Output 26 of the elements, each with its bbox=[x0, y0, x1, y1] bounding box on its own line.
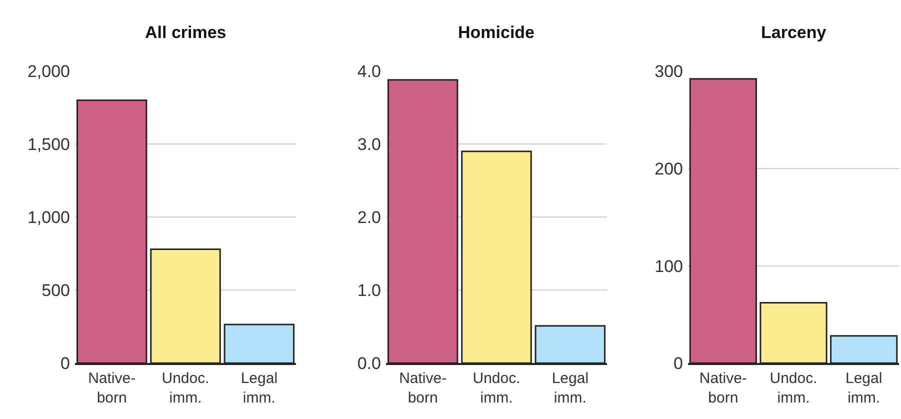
x-tick-label: Native- born bbox=[88, 370, 136, 406]
chart-title: All crimes bbox=[145, 23, 226, 42]
y-tick-label: 4.0 bbox=[357, 62, 381, 82]
x-tick-label: Legal imm. bbox=[552, 370, 589, 406]
x-tick-label: Undoc. imm. bbox=[472, 370, 520, 406]
y-tick-label: 0 bbox=[674, 354, 683, 374]
y-tick-label: 1.0 bbox=[357, 281, 381, 300]
y-tick-label: 100 bbox=[654, 256, 683, 276]
y-tick-label: 2,000 bbox=[27, 62, 70, 82]
y-tick-label: 2.0 bbox=[357, 208, 381, 228]
x-tick-label: Legal imm. bbox=[845, 370, 882, 406]
y-tick-label: 500 bbox=[42, 281, 70, 300]
y-tick-label: 1,500 bbox=[27, 135, 70, 154]
chart-title: Larceny bbox=[761, 23, 827, 42]
x-tick-label: Native- born bbox=[399, 370, 447, 406]
y-tick-label: 3.0 bbox=[357, 135, 381, 154]
y-tick-label: 200 bbox=[654, 159, 683, 178]
y-tick-label: 1,000 bbox=[27, 208, 70, 228]
x-tick-label: Undoc. imm. bbox=[770, 370, 818, 406]
x-tick-label: Legal imm. bbox=[240, 370, 278, 406]
y-tick-label: 300 bbox=[654, 62, 683, 82]
chart-title: Homicide bbox=[458, 23, 535, 42]
x-tick-label: Undoc. imm. bbox=[162, 370, 210, 406]
y-tick-label: 0.0 bbox=[357, 354, 381, 374]
x-tick-label: Native- born bbox=[699, 370, 747, 406]
y-tick-label: 0 bbox=[60, 354, 70, 374]
